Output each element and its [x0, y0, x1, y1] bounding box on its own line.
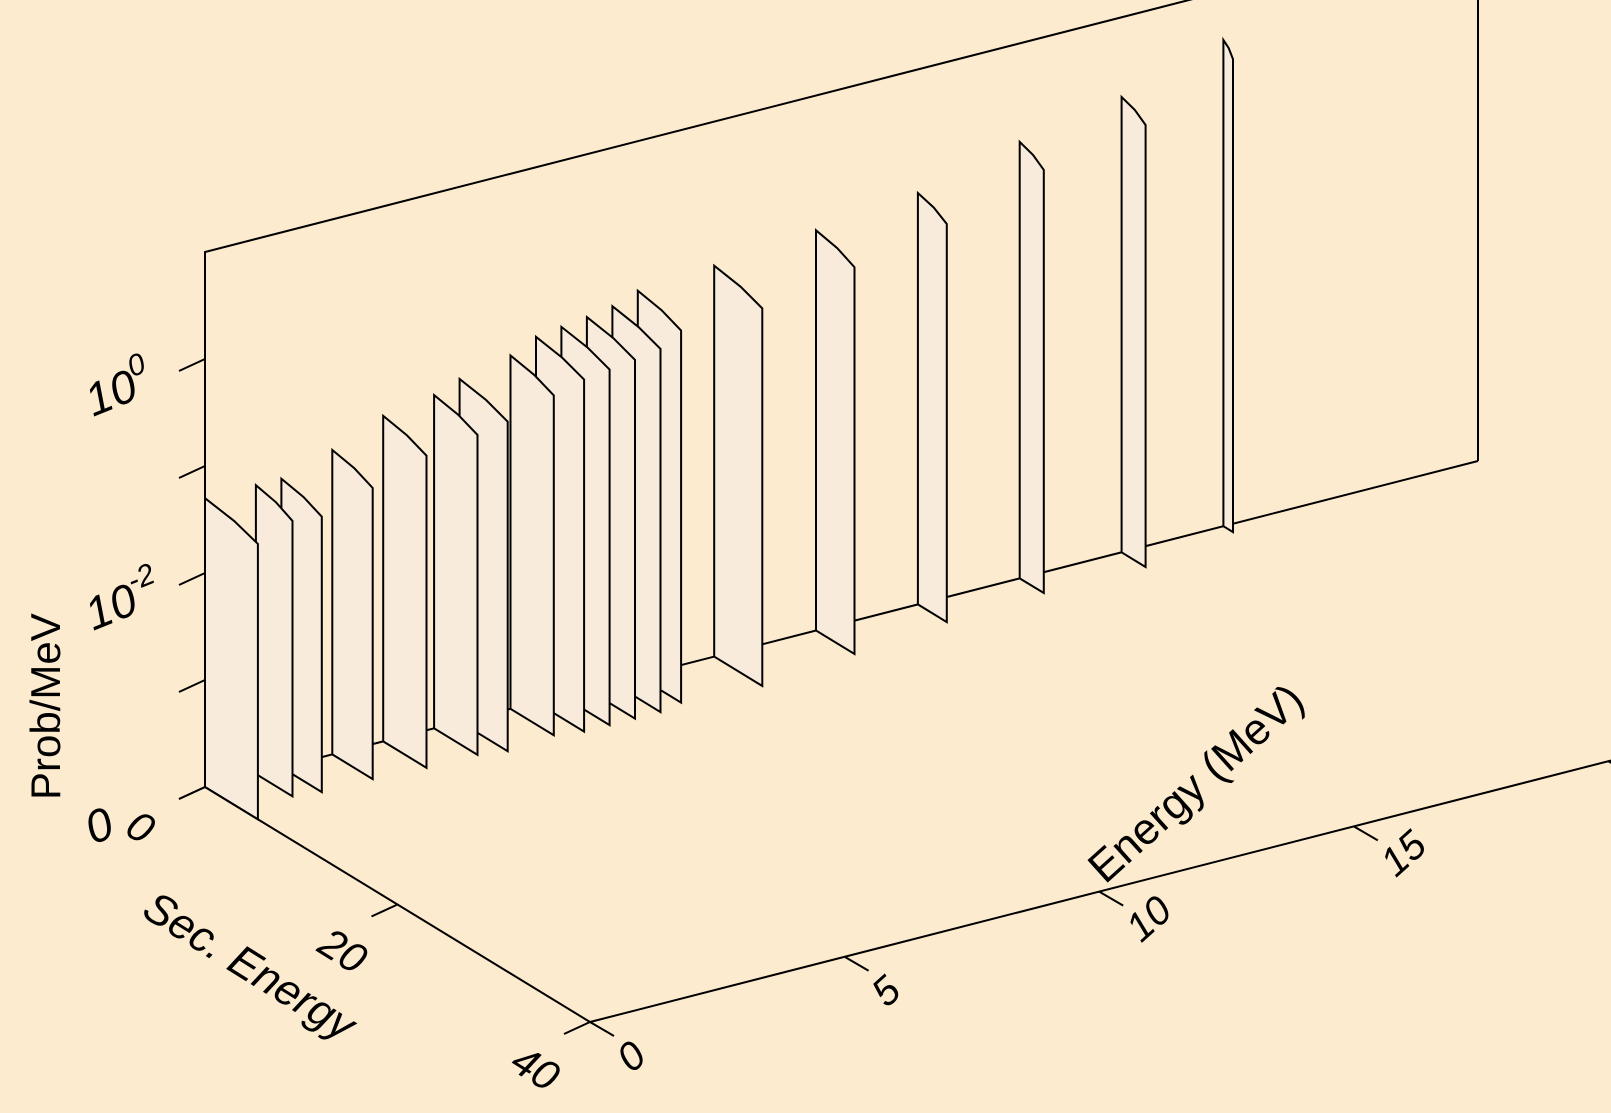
series-panel [433, 392, 479, 757]
x-tick [844, 955, 870, 972]
y-tick [563, 1021, 591, 1035]
series-panel [509, 353, 555, 737]
series-panel [916, 190, 948, 624]
x-tick [589, 1021, 615, 1037]
z-tick [178, 786, 206, 800]
z-tick [178, 572, 206, 586]
x-tick [1353, 825, 1379, 842]
series-panel [1222, 36, 1234, 534]
series-panel [382, 413, 428, 770]
series-panels [204, 36, 1234, 822]
z-tick [178, 358, 206, 372]
x-tick [1098, 890, 1124, 907]
front-axes [178, 252, 1611, 1037]
series-panel [713, 263, 764, 688]
series-panel [331, 447, 374, 781]
series-panel [1120, 94, 1147, 569]
series-panel [815, 228, 856, 656]
z-axis-title: Prob/MeV [22, 613, 69, 800]
series-panel [1018, 139, 1045, 595]
z-tick [178, 465, 206, 479]
series-panel [204, 496, 259, 822]
z-tick [178, 679, 206, 693]
y-tick [371, 903, 398, 918]
series-panel [254, 483, 294, 799]
